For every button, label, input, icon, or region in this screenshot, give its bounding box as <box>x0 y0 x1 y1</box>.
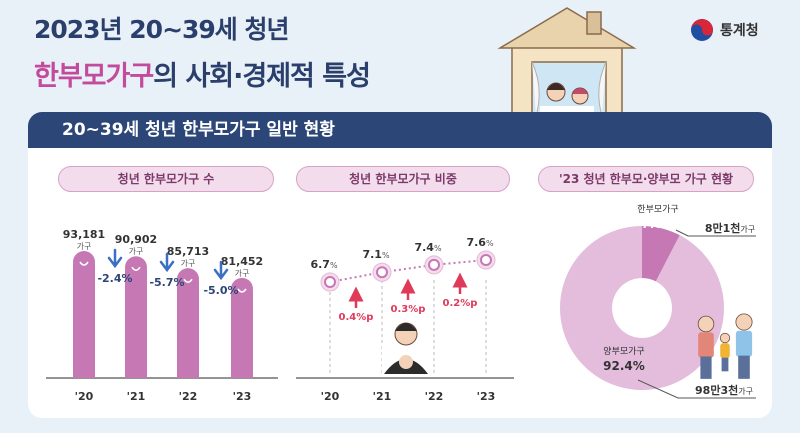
bar-tick-label-0: '20 <box>75 390 94 403</box>
mother-legs <box>738 355 750 379</box>
bar-chart: 93,181가구'2090,902가구'2185,713가구'2281,452가… <box>63 228 263 403</box>
org-name: 통계청 <box>720 23 759 39</box>
pie-count-single-parent: 8만1천가구 <box>705 221 755 235</box>
title-highlight: 한부모가구 <box>34 61 154 92</box>
line-change-label-2: 0.2%p <box>443 298 478 309</box>
bar-value-label-3: 81,452 <box>221 255 263 268</box>
pie-count-unit: 가구 <box>740 225 755 234</box>
parent-child-icon <box>183 278 193 283</box>
bar-change-label-0: -2.4% <box>97 272 132 285</box>
line-point-2 <box>428 258 440 271</box>
page-title-line1: 2023년 20~39세 청년 <box>34 15 290 44</box>
bar-chart-title: 청년 한부모가구 수 <box>58 166 274 192</box>
bar-tick-label-3: '23 <box>233 390 252 403</box>
charts-canvas: 93,181가구'2090,902가구'2185,713가구'2281,452가… <box>46 204 756 403</box>
bar-unit-label-2: 가구 <box>181 259 196 268</box>
bar-unit-label-3: 가구 <box>235 269 250 278</box>
parent-hair <box>395 323 417 331</box>
pie-label-two-parent: 양부모가구 <box>603 346 644 357</box>
bar-value-label-1: 90,902 <box>115 233 157 246</box>
content-panel: 20~39세 청년 한부모가구 일반 현황 청년 한부모가구 수 청년 한부모가… <box>28 112 772 418</box>
line-value-label-2: 7.4% <box>414 241 442 254</box>
bar-tick-label-1: '21 <box>127 390 146 403</box>
taeguk-icon <box>691 19 713 41</box>
father-legs <box>700 356 712 379</box>
section-title: 20~39세 청년 한부모가구 일반 현황 <box>28 112 772 148</box>
line-series <box>329 259 487 283</box>
line-tick-label-3: '23 <box>477 390 496 403</box>
pie-chart-title: '23 청년 한부모·양부모 가구 현황 <box>538 166 754 192</box>
house-illustration <box>497 7 637 116</box>
mother-body <box>735 330 753 357</box>
line-chart-title: 청년 한부모가구 비중 <box>296 166 510 192</box>
line-chart: 6.7% '20 7.1% '21 7.4% '22 7.6% '23 0.4%p 0.3%p 0.… <box>310 236 496 403</box>
line-unit-label: % <box>434 244 442 253</box>
family-illustration <box>697 313 753 379</box>
line-unit-label: % <box>486 239 494 248</box>
pie-leader-single <box>675 229 756 237</box>
bar-1 <box>125 269 147 378</box>
pie-slice-single-parent <box>642 226 680 282</box>
line-tick-label-2: '22 <box>425 390 444 403</box>
bar-2 <box>177 281 199 378</box>
bar-head-3 <box>231 277 253 300</box>
parent-child-illustration <box>382 322 430 376</box>
child-body <box>720 343 730 359</box>
pie-percent-single-parent: 7.6% <box>641 217 674 231</box>
bar-change-label-1: -5.7% <box>149 276 184 289</box>
bar-value-label-0: 93,181 <box>63 228 105 241</box>
line-change-label-0: 0.4%p <box>339 312 374 323</box>
down-arrow-icon <box>213 260 229 281</box>
page-title-line2: 한부모가구의 사회·경제적 특성 <box>34 54 371 93</box>
org-logo: 통계청 <box>690 18 759 42</box>
line-value-label-1: 7.1% <box>362 248 390 261</box>
father-head <box>697 315 715 333</box>
child-head <box>719 332 731 344</box>
line-value-label-0: 6.7% <box>310 258 338 271</box>
line-value-label-3: 7.6% <box>466 236 494 249</box>
down-arrow-icon <box>159 252 175 273</box>
mother-head <box>735 313 753 331</box>
child-face <box>399 355 413 369</box>
line-point-3 <box>480 254 492 266</box>
bar-3 <box>231 290 253 378</box>
bar-0 <box>73 264 95 378</box>
pie-count-unit: 가구 <box>738 387 753 396</box>
line-unit-label: % <box>382 251 390 260</box>
pie-count-two-parent: 98만3천가구 <box>695 383 753 397</box>
pie-leader-two <box>637 379 756 399</box>
pie-percent-two-parent: 92.4% <box>603 359 645 373</box>
line-tick-label-0: '20 <box>321 390 340 403</box>
parent-child-icon <box>237 288 247 293</box>
pie-slice-two-parent <box>559 226 724 390</box>
parent-child-icon <box>131 266 141 272</box>
child-legs <box>721 357 729 372</box>
pie-label-single-parent: 한부모가구 <box>637 204 678 215</box>
bar-unit-label-0: 가구 <box>77 242 92 251</box>
bar-head-2 <box>177 268 199 291</box>
line-point-0 <box>324 276 336 288</box>
bar-value-label-2: 85,713 <box>167 245 209 258</box>
line-tick-label-1: '21 <box>373 390 392 403</box>
line-point-1 <box>376 266 388 279</box>
bar-unit-label-1: 가구 <box>129 247 144 256</box>
parent-child-icon <box>79 261 89 266</box>
father-body <box>698 332 714 358</box>
bar-head-1 <box>125 256 147 279</box>
line-change-label-1: 0.3%p <box>391 304 426 315</box>
bar-change-label-2: -5.0% <box>203 284 238 297</box>
title-rest: 의 사회·경제적 특성 <box>153 61 371 92</box>
line-unit-label: % <box>330 261 338 270</box>
bar-tick-label-2: '22 <box>179 390 198 403</box>
bar-head-0 <box>73 251 95 273</box>
down-arrow-icon <box>107 248 123 269</box>
